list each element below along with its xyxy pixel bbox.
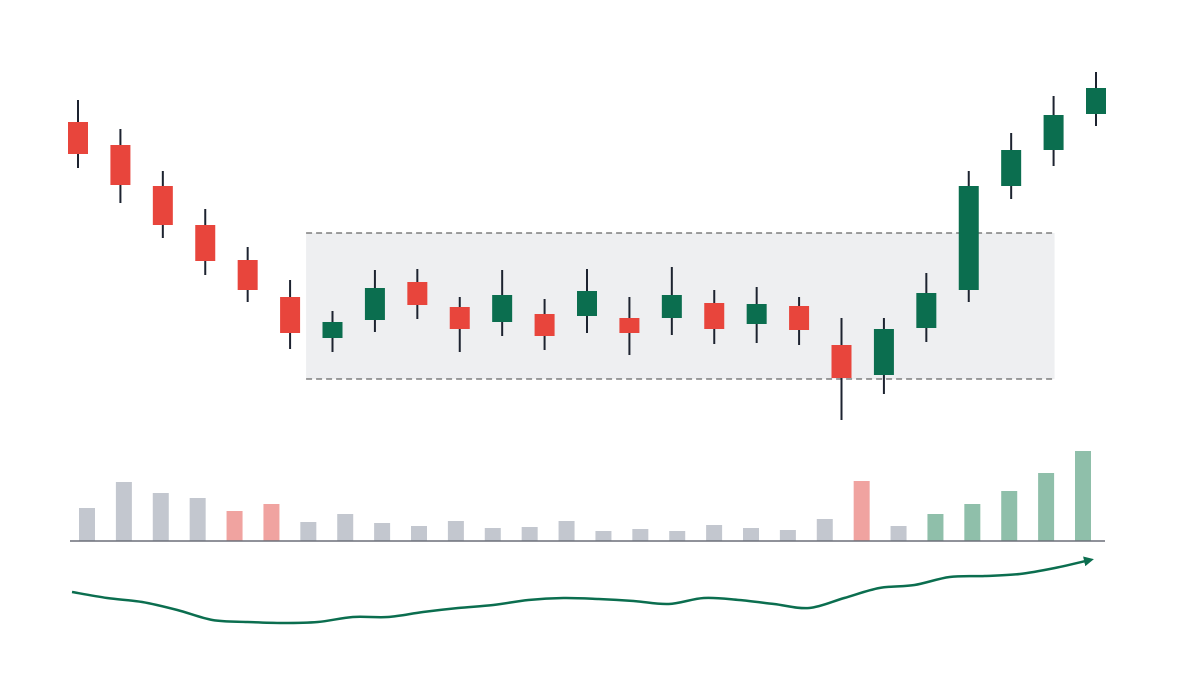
volume-bar: [226, 511, 243, 541]
candle-body: [661, 295, 682, 318]
trend-line: [71, 556, 1094, 625]
volume-bar: [927, 514, 944, 541]
candle-body: [152, 186, 173, 225]
candle-body: [1086, 88, 1106, 114]
candle-body: [68, 122, 88, 154]
volume-bar: [152, 493, 169, 541]
candle-body: [746, 304, 767, 324]
volume-bar: [447, 521, 464, 541]
candle-body: [831, 345, 852, 378]
candle-body: [195, 225, 216, 261]
candle-body: [407, 282, 428, 305]
candle-body: [958, 186, 979, 290]
volume-bar: [374, 523, 391, 541]
candle-body: [110, 145, 131, 185]
candle-body: [789, 306, 810, 330]
volume-bar: [263, 504, 280, 541]
volume-bar: [632, 529, 649, 541]
candle-body: [534, 314, 555, 336]
volume-bar: [779, 530, 796, 541]
volume-bar: [964, 504, 981, 541]
volume-bar: [1038, 473, 1055, 541]
volume-bar: [743, 528, 759, 541]
volume-bar: [79, 508, 95, 541]
volume-bar: [595, 531, 612, 541]
candle-body: [619, 318, 640, 333]
volume-bar: [706, 525, 723, 541]
candle-body: [237, 260, 258, 290]
volume-bar: [521, 527, 538, 541]
candle-body: [916, 293, 937, 328]
candle-body: [704, 303, 725, 329]
volume-bar: [853, 481, 870, 541]
volume-bar: [1001, 491, 1018, 541]
candle-body: [280, 297, 301, 333]
candle-body: [364, 288, 385, 320]
volume-bar: [816, 519, 833, 541]
volume-bar: [337, 514, 354, 541]
volume-bar: [669, 531, 686, 541]
candle-body: [449, 307, 470, 329]
volume-bar: [300, 522, 317, 541]
volume-bar: [890, 526, 907, 541]
volume-bar: [1075, 451, 1091, 541]
candle-body: [1001, 150, 1022, 186]
candle-body: [492, 295, 513, 322]
volume-bar: [558, 521, 575, 541]
candle-body: [577, 291, 597, 316]
candle-body: [322, 322, 343, 338]
candle-body: [1043, 115, 1064, 150]
volume-bar: [189, 498, 206, 541]
volume-bar: [411, 526, 427, 541]
volume-bar: [115, 482, 132, 541]
candle-body: [873, 329, 894, 375]
volume-bar: [484, 528, 501, 541]
